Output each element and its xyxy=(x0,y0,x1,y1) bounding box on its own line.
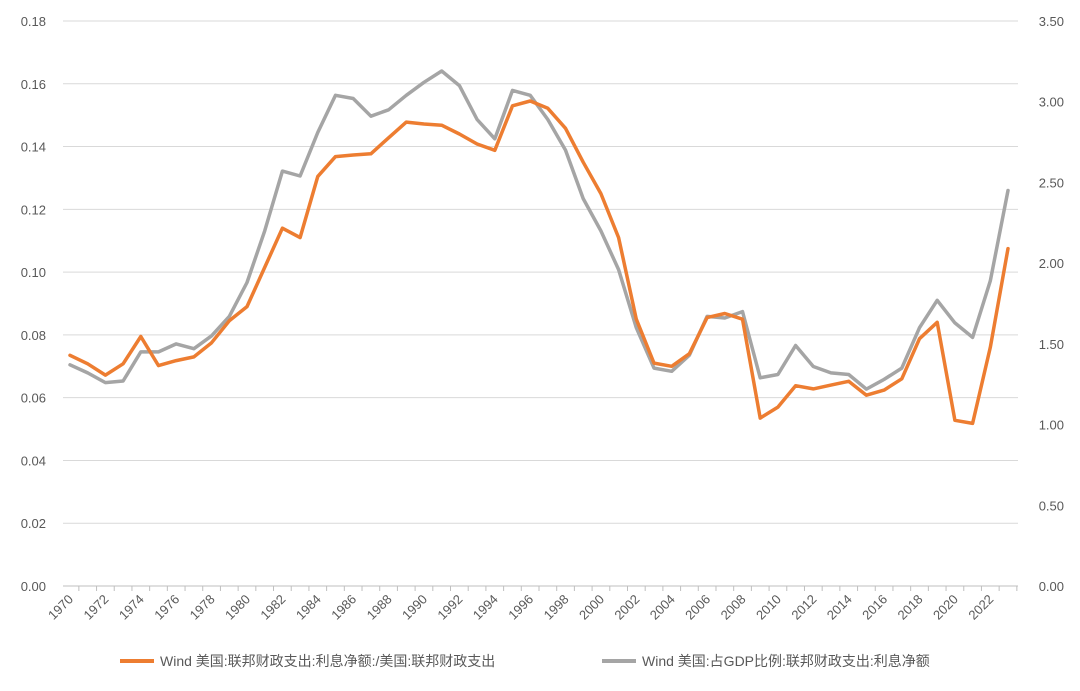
legend-label-series-1: Wind 美国:联邦财政支出:利息净额:/美国:联邦财政支出 xyxy=(160,653,495,669)
x-tick-label: 1988 xyxy=(364,592,395,623)
legend-label-series-2: Wind 美国:占GDP比例:联邦财政支出:利息净额 xyxy=(642,653,930,669)
x-axis: 1970 1972 1974 1976 1978 1980 1982 1984 1986 1988… xyxy=(45,585,1018,623)
series-line-1 xyxy=(68,99,1010,426)
left-y-tick-label: 0.14 xyxy=(21,140,46,155)
right-y-tick-label: 0.50 xyxy=(1039,498,1064,513)
right-y-tick-label: 1.50 xyxy=(1039,337,1064,352)
right-y-tick-label: 0.00 xyxy=(1039,579,1064,594)
series-line-2 xyxy=(68,69,1010,391)
x-tick-label: 1980 xyxy=(222,592,253,623)
left-y-tick-label: 0.18 xyxy=(21,14,46,29)
x-tick-label: 2008 xyxy=(718,592,749,623)
x-tick-label: 2010 xyxy=(753,592,784,623)
right-y-tick-label: 2.00 xyxy=(1039,256,1064,271)
x-tick-label: 1984 xyxy=(293,592,324,623)
left-y-tick-label: 0.16 xyxy=(21,77,46,92)
series-lines xyxy=(68,69,1010,426)
left-y-tick-label: 0.08 xyxy=(21,328,46,343)
x-tick-label: 2018 xyxy=(895,592,926,623)
x-tick-label: 1990 xyxy=(399,592,430,623)
left-y-axis: 0.00 0.02 0.04 0.06 0.08 0.10 0.12 0.14 0.16 0.18 xyxy=(21,14,46,594)
x-tick-label: 2022 xyxy=(965,592,996,623)
x-tick-label: 2006 xyxy=(682,592,713,623)
x-tick-label: 2000 xyxy=(576,592,607,623)
x-tick-label: 1982 xyxy=(257,592,288,623)
x-tick-label: 2020 xyxy=(930,592,961,623)
x-tick-label: 1970 xyxy=(45,592,76,623)
left-y-tick-label: 0.04 xyxy=(21,453,46,468)
x-tick-label: 1974 xyxy=(116,592,147,623)
left-y-tick-label: 0.06 xyxy=(21,391,46,406)
x-tick-label: 1972 xyxy=(80,592,111,623)
x-tick-label: 2002 xyxy=(611,592,642,623)
left-y-tick-label: 0.12 xyxy=(21,202,46,217)
x-tick-label: 2014 xyxy=(824,592,855,623)
right-y-axis: 0.00 0.50 1.00 1.50 2.00 2.50 3.00 3.50 xyxy=(1039,14,1064,594)
right-y-tick-label: 3.50 xyxy=(1039,14,1064,29)
x-tick-label: 1986 xyxy=(328,592,359,623)
x-tick-label: 1976 xyxy=(151,592,182,623)
left-y-tick-label: 0.02 xyxy=(21,516,46,531)
right-y-tick-label: 3.00 xyxy=(1039,95,1064,110)
right-y-tick-label: 2.50 xyxy=(1039,175,1064,190)
gridlines xyxy=(63,20,1018,524)
right-y-tick-label: 1.00 xyxy=(1039,418,1064,433)
x-tick-label: 1996 xyxy=(505,592,536,623)
x-tick-label: 2012 xyxy=(788,592,819,623)
x-tick-label: 1998 xyxy=(541,592,572,623)
legend: Wind 美国:联邦财政支出:利息净额:/美国:联邦财政支出 Wind 美国:占… xyxy=(120,653,930,669)
x-tick-label: 1994 xyxy=(470,592,501,623)
x-tick-label: 1978 xyxy=(187,592,218,623)
x-tick-label: 2004 xyxy=(647,592,678,623)
left-y-tick-label: 0.10 xyxy=(21,265,46,280)
x-tick-label: 1992 xyxy=(434,592,465,623)
x-tick-label: 2016 xyxy=(859,592,890,623)
left-y-tick-label: 0.00 xyxy=(21,579,46,594)
